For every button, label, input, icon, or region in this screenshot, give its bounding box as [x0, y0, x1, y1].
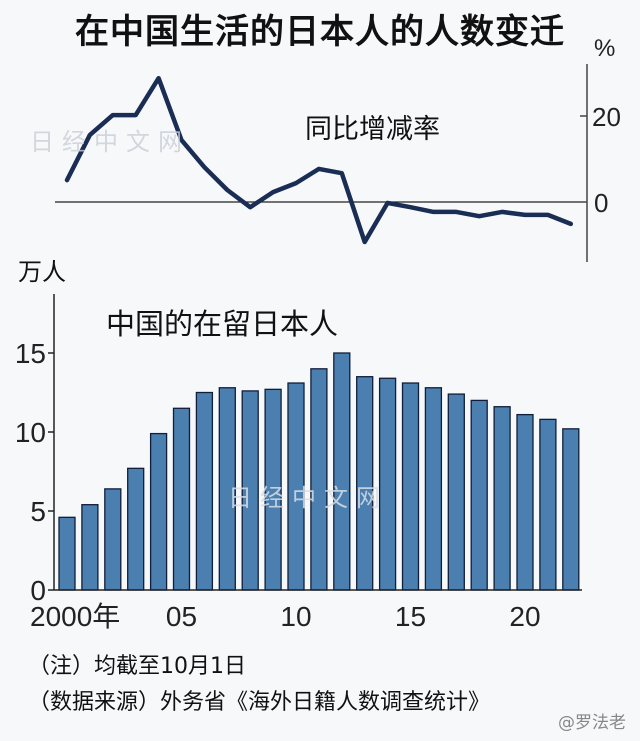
source-note: （数据来源）外务省《海外日籍人数调查统计》: [28, 690, 491, 715]
percent-unit: %: [594, 35, 615, 62]
bar-2004: [149, 432, 168, 591]
bar-2018: [470, 399, 488, 591]
y-tick-label: 0: [594, 188, 608, 218]
x-tick-label: 15: [395, 601, 426, 632]
bar-2020: [516, 413, 534, 591]
bar-2017: [447, 393, 465, 591]
x-tick-label: 20: [509, 601, 540, 632]
bar-2022: [562, 428, 580, 591]
footnote: （注）均截至10月1日: [28, 654, 246, 679]
x-tick-label: 05: [166, 601, 197, 632]
bar-2006: [195, 391, 214, 591]
y-tick-label: 15: [15, 338, 46, 369]
bar-2001: [81, 504, 99, 591]
bar-unit-label: 万人: [18, 259, 66, 286]
bar-2002: [104, 488, 122, 591]
yoy-change-line: [64, 75, 574, 245]
bar-2000: [58, 516, 76, 591]
x-tick-label: 10: [280, 601, 311, 632]
y-tick-label: 5: [30, 496, 46, 527]
bar-2019: [493, 406, 511, 591]
y-tick-label: 20: [592, 102, 621, 132]
bar-2012: [333, 352, 351, 591]
bar-chart-label: 中国的在留日本人: [106, 308, 338, 341]
x-tick-label: 2000年: [30, 601, 120, 632]
bar-2013: [356, 376, 374, 591]
y-tick-label: 10: [15, 417, 46, 448]
bar-2021: [539, 418, 557, 591]
credit-watermark: @罗法老: [558, 713, 626, 733]
watermark-text: 日经中文网: [30, 129, 190, 156]
bar-2011: [310, 368, 328, 591]
watermark-text: 日经中文网: [228, 485, 388, 512]
bar-2016: [424, 387, 443, 591]
bar-2015: [401, 382, 420, 591]
bar-2005: [172, 407, 191, 591]
bar-2003: [127, 467, 145, 591]
line-chart-label: 同比增减率: [305, 114, 440, 144]
y-tick-label: 0: [30, 575, 46, 606]
chart-title: 在中国生活的日本人的人数变迁: [75, 12, 565, 52]
